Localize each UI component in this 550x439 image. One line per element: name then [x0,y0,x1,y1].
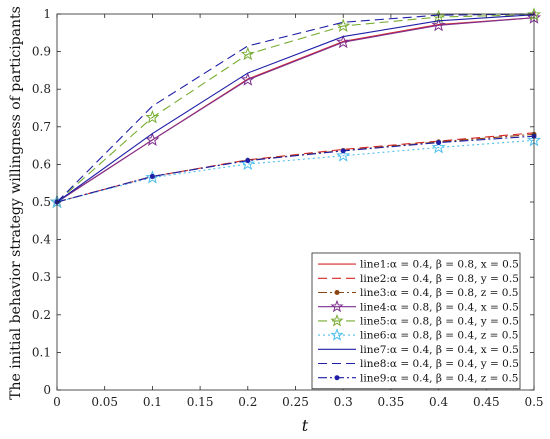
series-line [56,132,535,203]
legend-label: line4:α = 0.8, β = 0.4, x = 0.5 [360,301,519,313]
legend-item: line2:α = 0.4, β = 0.8, y = 0.5 [318,273,519,285]
legend-label: line7:α = 0.4, β = 0.4, x = 0.5 [360,344,519,356]
series-line [56,14,535,203]
legend-item: line6:α = 0.8, β = 0.4, z = 0.5 [318,328,518,342]
series-9 [54,133,537,205]
series-1 [56,17,535,203]
legend-item: line1:α = 0.4, β = 0.8, x = 0.5 [318,259,519,271]
series-5 [49,7,542,209]
y-tick-label: 0.7 [32,120,51,134]
series-line [56,135,535,203]
series-2 [56,132,535,203]
x-tick-label: 0.45 [473,395,500,409]
series-line [56,17,535,203]
legend-item: line3:α = 0.4, β = 0.8, z = 0.5 [318,287,518,299]
y-tick-label: 0 [43,383,51,397]
series-line [56,17,535,203]
legend-label: line8:α = 0.4, β = 0.4, y = 0.5 [360,358,519,370]
x-tick-label: 0.05 [91,395,118,409]
legend-label: line3:α = 0.4, β = 0.8, z = 0.5 [360,287,518,299]
data-point [336,18,351,33]
x-tick-label: 0.5 [524,395,543,409]
y-tick-label: 1 [43,7,51,21]
data-point [149,173,155,179]
x-tick-label: 0.35 [378,395,405,409]
data-point [145,132,160,146]
series-line [56,14,535,203]
legend-item: line5:α = 0.8, β = 0.4, y = 0.5 [318,313,519,328]
y-tick-label: 0.3 [32,270,51,284]
legend-marker [334,290,340,295]
legend-label: line9:α = 0.4, β = 0.4, z = 0.5 [360,372,518,384]
legend-item: line9:α = 0.4, β = 0.4, z = 0.5 [318,372,518,384]
series-7 [56,14,535,203]
data-point [240,46,255,61]
legend-label: line1:α = 0.4, β = 0.8, x = 0.5 [360,259,519,271]
data-point [240,156,255,171]
y-tick-label: 0.8 [32,82,51,96]
x-tick-label: 0.4 [429,395,448,409]
x-tick-label: 0.1 [143,395,162,409]
y-tick-label: 0.4 [32,233,51,247]
legend-item: line7:α = 0.4, β = 0.4, x = 0.5 [318,344,519,356]
legend-item: line8:α = 0.4, β = 0.4, y = 0.5 [318,358,519,370]
legend-marker [330,328,344,341]
series-4 [49,10,542,209]
legend-label: line5:α = 0.8, β = 0.4, y = 0.5 [360,316,519,328]
legend-label: line2:α = 0.4, β = 0.8, y = 0.5 [360,273,519,285]
y-tick-label: 0.9 [32,45,51,59]
x-tick-label: 0.2 [238,395,257,409]
series-6 [49,132,542,209]
data-point [240,72,255,86]
plot-area [49,7,542,209]
y-tick-label: 0.5 [32,195,51,209]
legend-item: line4:α = 0.8, β = 0.4, x = 0.5 [318,299,519,313]
legend-label: line6:α = 0.8, β = 0.4, z = 0.5 [360,330,518,342]
series-line [56,13,535,203]
y-tick-label: 0.2 [32,308,51,322]
legend-marker [330,313,344,327]
x-axis-label: t [302,416,309,435]
y-axis-label: The initial behavior strategy willingnes… [8,6,24,400]
data-point [431,140,446,154]
data-point [336,148,351,162]
data-point [245,158,251,164]
axes: 0 0.05 0.1 0.15 0.2 0.25 0.3 0.35 0.4 0.45 0.5 0 0.1… [32,7,544,409]
x-tick-label: 0.25 [282,395,309,409]
series-8 [56,13,535,203]
data-point [145,109,160,124]
data-point [436,140,442,146]
x-tick-label: 0 [53,395,61,409]
y-tick-label: 0.1 [32,345,51,359]
x-tick-label: 0.15 [187,395,214,409]
series-line [56,133,535,203]
series-3 [54,131,537,205]
series-line [56,139,535,203]
data-point [340,148,346,154]
data-point [431,17,446,32]
legend-marker [334,375,340,381]
data-point [336,34,351,49]
y-tick-label: 0.6 [32,157,51,171]
legend-marker [330,299,344,313]
x-tick-label: 0.3 [334,395,353,409]
legend: line1:α = 0.4, β = 0.8, x = 0.5 line2:α =… [311,252,521,390]
